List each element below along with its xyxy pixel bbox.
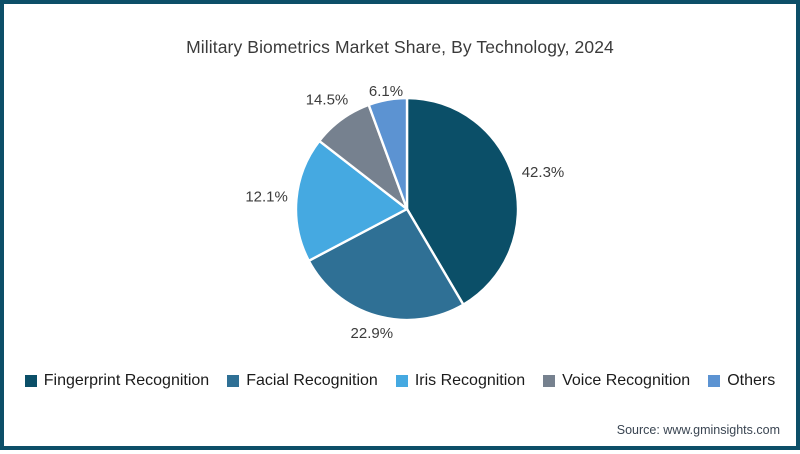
slice-value-label: 14.5% — [306, 92, 349, 109]
legend-label: Voice Recognition — [562, 372, 691, 389]
legend-label: Facial Recognition — [246, 372, 378, 389]
legend-label: Iris Recognition — [414, 372, 526, 389]
legend-item-voice-recognition: Voice Recognition — [543, 372, 690, 390]
legend-swatch — [543, 375, 556, 387]
slice-value-label: 22.9% — [351, 325, 394, 342]
chart-legend: Fingerprint Recognition Facial Recognitio… — [4, 372, 796, 390]
chart-title: Military Biometrics Market Share, By Tec… — [186, 37, 614, 57]
legend-label: Others — [727, 372, 776, 389]
legend-swatch — [395, 375, 408, 387]
pie-slice-iris-recognition — [294, 139, 409, 262]
legend-label: Fingerprint Recognition — [43, 372, 210, 389]
pie-slice-facial-recognition — [307, 207, 465, 322]
legend-item-others: Others — [708, 372, 775, 390]
legend-item-fingerprint-recognition: Fingerprint Recognition — [24, 372, 210, 390]
source-note: Source: www.gminsights.com — [616, 423, 780, 437]
legend-item-facial-recognition: Facial Recognition — [227, 372, 378, 390]
pie-slice-fingerprint-recognition — [405, 96, 520, 306]
legend-swatch — [227, 375, 240, 387]
legend-item-iris-recognition: Iris Recognition — [395, 372, 526, 390]
slice-value-label: 12.1% — [245, 189, 288, 206]
pie-chart: 42.3% 22.9% 12.1% 14.5% 6.1% — [245, 83, 565, 342]
slice-value-label: 42.3% — [522, 164, 565, 181]
pie-slice-others — [367, 96, 409, 211]
legend-swatch — [708, 375, 721, 387]
legend-swatch — [24, 375, 37, 387]
slice-value-label: 6.1% — [369, 83, 403, 100]
